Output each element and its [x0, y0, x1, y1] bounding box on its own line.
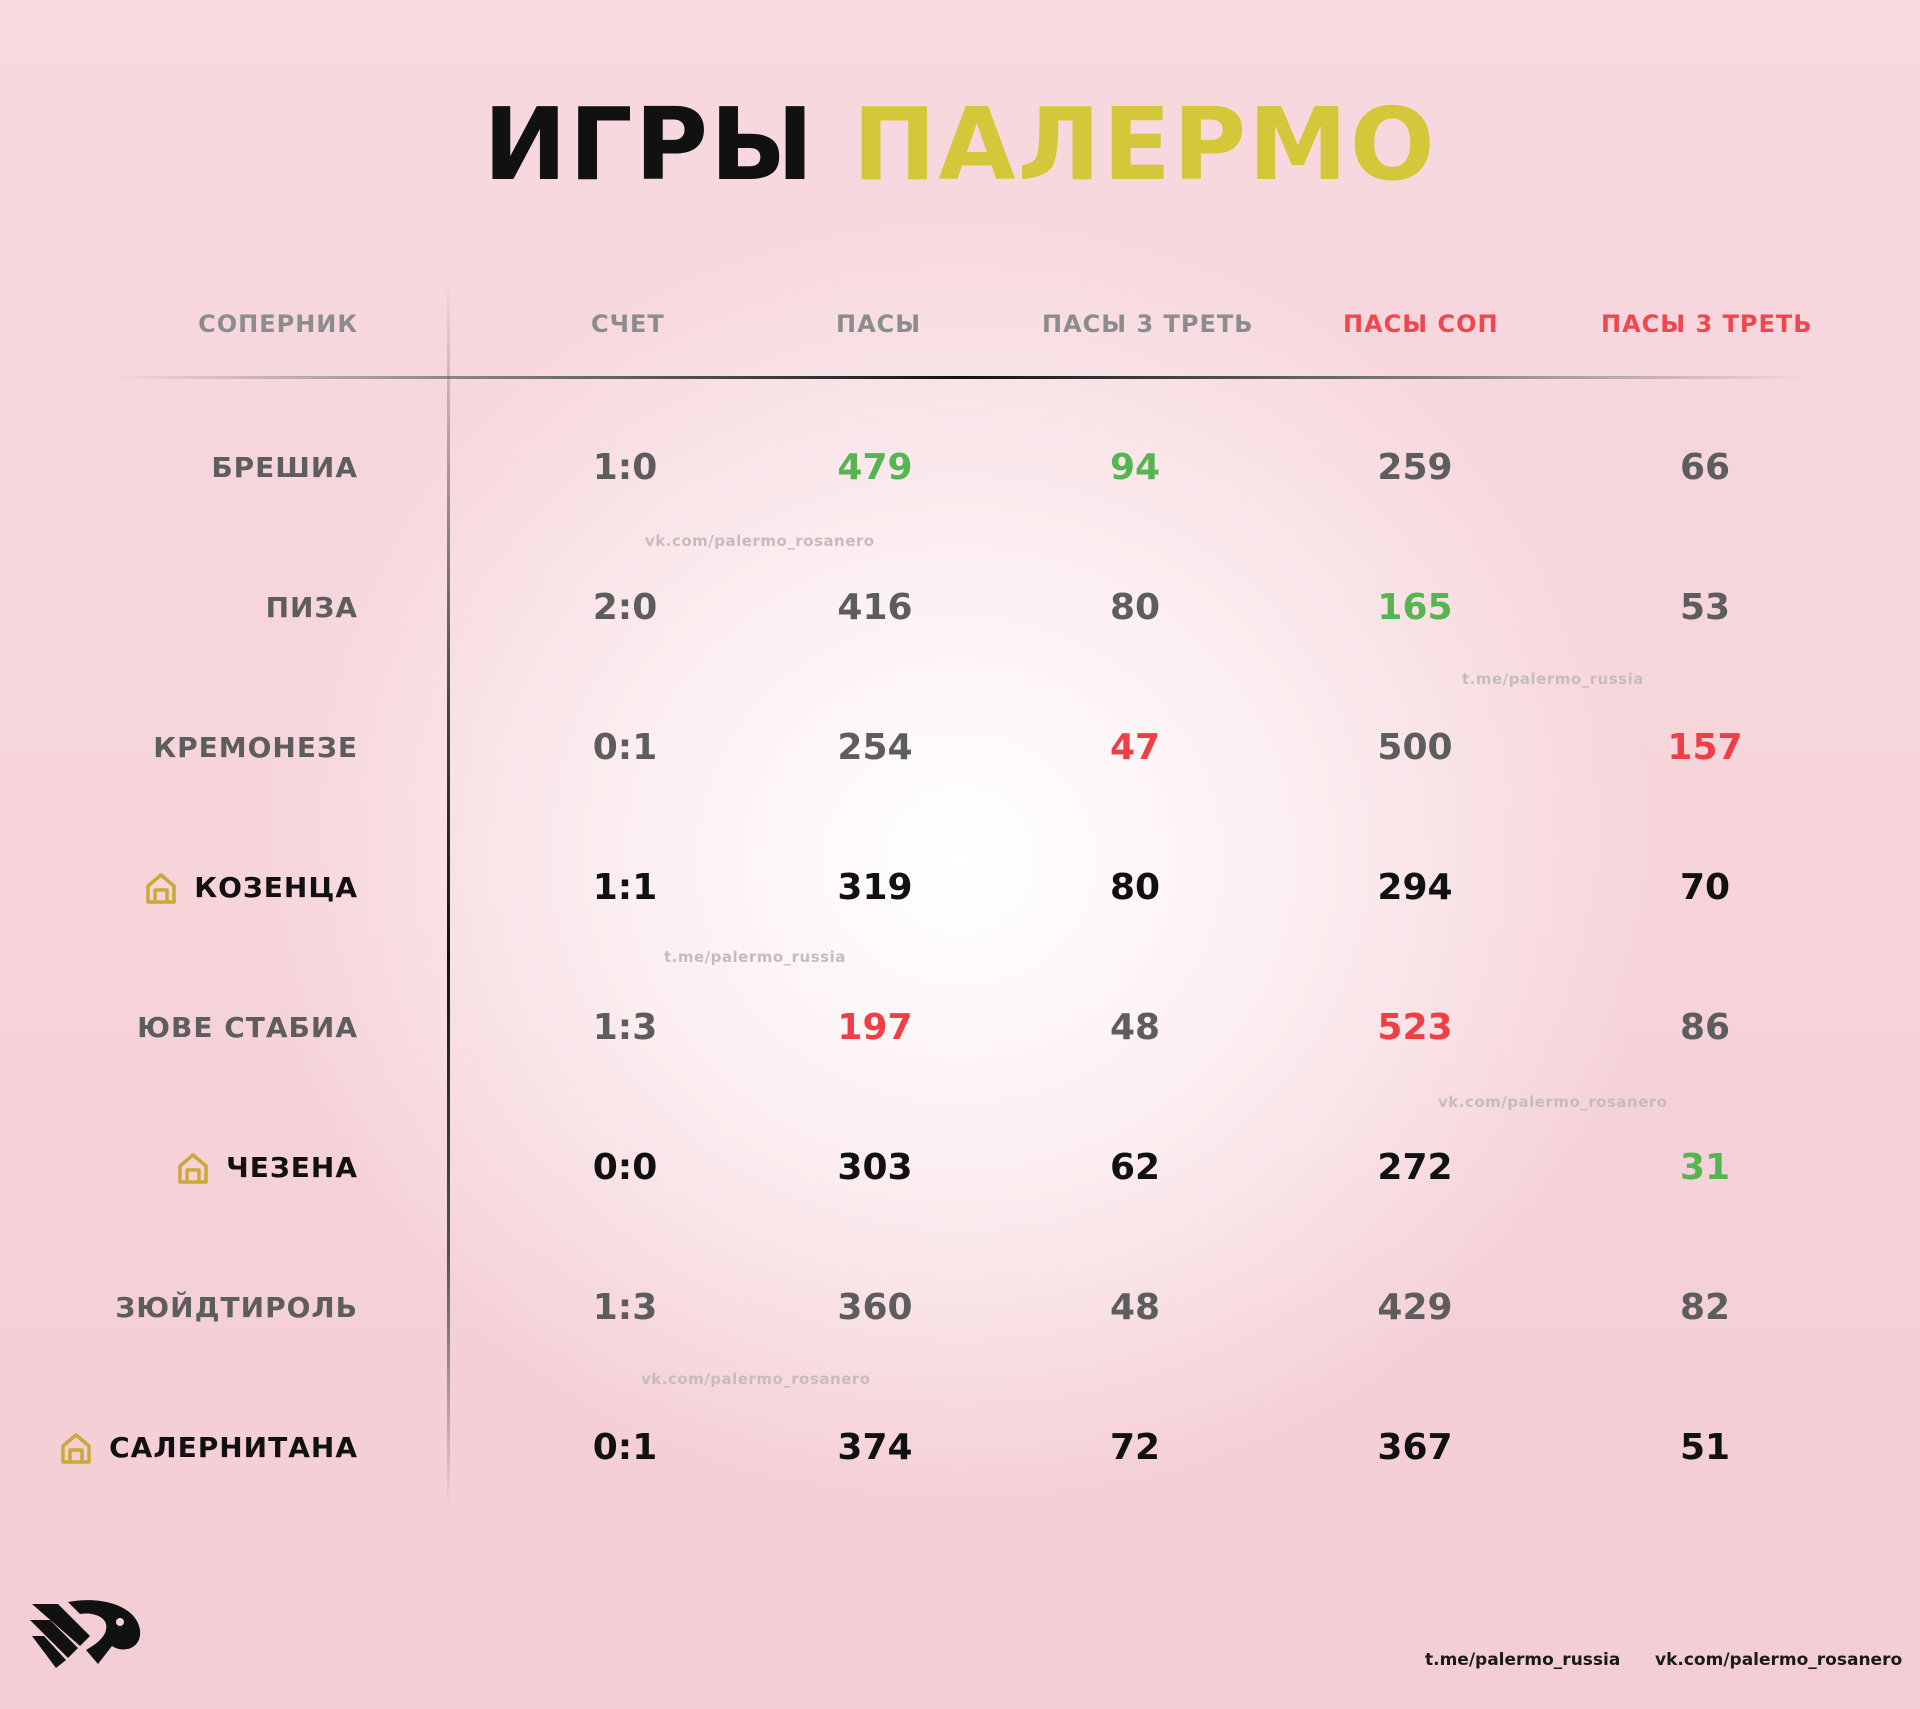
opp-passes-third-cell: 86 [1679, 1007, 1731, 1048]
team-cell: ЗЮЙДТИРОЛЬ [115, 1278, 358, 1338]
table-row: КРЕМОНЕЗЕ 0:1 254 47 500 157 [0, 718, 1920, 778]
passes-cell: 374 [837, 1427, 913, 1468]
team-name: ЧЕЗЕНА [226, 1151, 358, 1184]
header-passes: ПАСЫ [836, 310, 922, 338]
opp-passes-third-cell: 53 [1679, 587, 1731, 628]
footer-telegram-link[interactable]: t.me/palermo_russia [1425, 1650, 1621, 1670]
score-cell: 0:0 [592, 1147, 658, 1188]
footer-vk-link[interactable]: vk.com/palermo_rosanero [1655, 1650, 1903, 1670]
passes-third-cell: 80 [1109, 587, 1161, 628]
team-name: КРЕМОНЕЗЕ [153, 731, 358, 764]
team-name: КОЗЕНЦА [194, 871, 358, 904]
opp-passes-cell: 429 [1377, 1287, 1453, 1328]
title-word-palermo: ПАЛЕРМО [852, 86, 1437, 203]
table-row: ЮВЕ СТАБИА 1:3 197 48 523 86 [0, 998, 1920, 1058]
header-opponent: СОПЕРНИК [198, 310, 358, 338]
header-opp-passes: ПАСЫ СОП [1343, 310, 1499, 338]
team-cell: КРЕМОНЕЗЕ [153, 718, 358, 778]
home-icon [178, 1153, 208, 1184]
palermo-eagle-logo [30, 1600, 141, 1668]
column-divider [447, 280, 450, 1505]
passes-third-cell: 80 [1109, 867, 1161, 908]
passes-cell: 303 [837, 1147, 913, 1188]
team-name: БРЕШИА [211, 451, 358, 484]
team-cell: ПИЗА [266, 578, 358, 638]
score-cell: 0:1 [592, 727, 658, 768]
table-row: ПИЗА 2:0 416 80 165 53 [0, 578, 1920, 638]
score-cell: 1:1 [592, 867, 658, 908]
table-row: ЧЕЗЕНА 0:0 303 62 272 31 [0, 1138, 1920, 1198]
score-cell: 0:1 [592, 1427, 658, 1468]
table-row: САЛЕРНИТАНА 0:1 374 72 367 51 [0, 1418, 1920, 1478]
passes-cell: 197 [837, 1007, 913, 1048]
passes-third-cell: 62 [1109, 1147, 1161, 1188]
score-cell: 1:3 [592, 1007, 658, 1048]
page-title: ИГРЫ ПАЛЕРМО [0, 95, 1920, 195]
opp-passes-cell: 165 [1377, 587, 1453, 628]
passes-cell: 479 [837, 447, 913, 488]
passes-third-cell: 48 [1109, 1007, 1161, 1048]
watermark-tg-1: t.me/palermo_russia [1462, 670, 1644, 688]
opp-passes-cell: 259 [1377, 447, 1453, 488]
opp-passes-third-cell: 82 [1679, 1287, 1731, 1328]
team-cell: ЮВЕ СТАБИА [137, 998, 358, 1058]
team-cell: БРЕШИА [211, 438, 358, 498]
opp-passes-cell: 294 [1377, 867, 1453, 908]
header-opp-passes-third: ПАСЫ 3 ТРЕТЬ [1601, 310, 1813, 338]
passes-third-cell: 47 [1109, 727, 1161, 768]
score-cell: 1:3 [592, 1287, 658, 1328]
opp-passes-third-cell: 51 [1679, 1427, 1731, 1468]
table-row: БРЕШИА 1:0 479 94 259 66 [0, 438, 1920, 498]
passes-cell: 416 [837, 587, 913, 628]
team-cell: ЧЕЗЕНА [176, 1138, 358, 1198]
header-passes-third: ПАСЫ 3 ТРЕТЬ [1042, 310, 1254, 338]
team-cell: КОЗЕНЦА [144, 858, 358, 918]
table-row: КОЗЕНЦА 1:1 319 80 294 70 [0, 858, 1920, 918]
opp-passes-third-cell: 157 [1667, 727, 1743, 768]
passes-third-cell: 72 [1109, 1427, 1161, 1468]
opp-passes-cell: 500 [1377, 727, 1453, 768]
team-name: ЮВЕ СТАБИА [137, 1011, 358, 1044]
opp-passes-third-cell: 31 [1679, 1147, 1731, 1188]
passes-third-cell: 94 [1109, 447, 1161, 488]
score-cell: 1:0 [592, 447, 658, 488]
opp-passes-third-cell: 66 [1679, 447, 1731, 488]
passes-cell: 319 [837, 867, 913, 908]
title-word-games: ИГРЫ [483, 86, 816, 203]
watermark-vk-2: vk.com/palermo_rosanero [1438, 1093, 1668, 1111]
team-name: ПИЗА [265, 591, 358, 624]
score-cell: 2:0 [592, 587, 658, 628]
opp-passes-cell: 523 [1377, 1007, 1453, 1048]
passes-cell: 254 [837, 727, 913, 768]
opp-passes-cell: 272 [1377, 1147, 1453, 1188]
table-row: ЗЮЙДТИРОЛЬ 1:3 360 48 429 82 [0, 1278, 1920, 1338]
passes-third-cell: 48 [1109, 1287, 1161, 1328]
watermark-tg-2: t.me/palermo_russia [664, 948, 846, 966]
home-icon [61, 1433, 91, 1464]
team-name: САЛЕРНИТАНА [109, 1431, 358, 1464]
header-divider [110, 376, 1810, 379]
passes-cell: 360 [837, 1287, 913, 1328]
team-cell: САЛЕРНИТАНА [59, 1418, 358, 1478]
opp-passes-cell: 367 [1377, 1427, 1453, 1468]
team-name: ЗЮЙДТИРОЛЬ [115, 1291, 358, 1324]
header-score: СЧЕТ [591, 310, 665, 338]
watermark-vk-3: vk.com/palermo_rosanero [641, 1370, 871, 1388]
watermark-vk-1: vk.com/palermo_rosanero [645, 532, 875, 550]
opp-passes-third-cell: 70 [1679, 867, 1731, 908]
home-icon [146, 873, 176, 904]
